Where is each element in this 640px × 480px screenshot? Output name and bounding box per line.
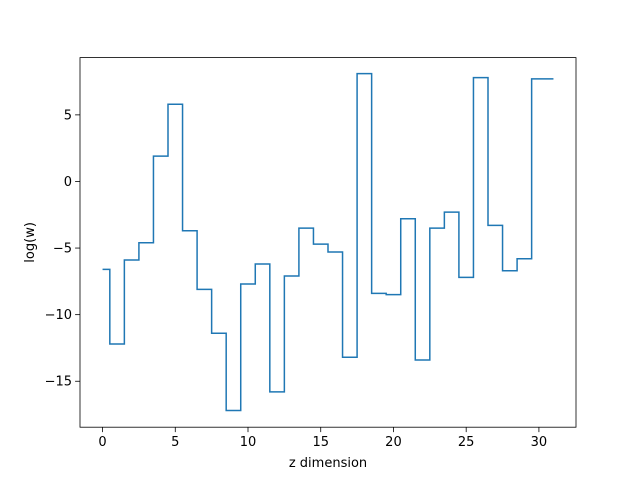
series-layer xyxy=(102,72,554,412)
x-axis-ticks: 0 5 10 15 20 25 30 xyxy=(98,427,547,450)
y-tick-label: −15 xyxy=(45,375,72,390)
x-tick-label: 20 xyxy=(385,435,402,450)
series-line xyxy=(102,72,554,412)
x-tick-label: 25 xyxy=(458,435,475,450)
y-axis-ticks: −15 −10 −5 0 5 xyxy=(45,108,80,390)
y-tick-label: 0 xyxy=(64,175,72,190)
x-tick-label: 30 xyxy=(531,435,548,450)
plot-frame xyxy=(79,57,577,428)
y-tick-label: −5 xyxy=(53,242,72,257)
plot-area xyxy=(80,57,576,428)
y-tick-label: −10 xyxy=(45,308,72,323)
x-tick-label: 15 xyxy=(312,435,329,450)
x-tick-label: 10 xyxy=(240,435,257,450)
x-tick-label: 0 xyxy=(98,435,106,450)
y-axis-label: log(w) xyxy=(23,222,38,263)
x-tick-label: 5 xyxy=(171,435,179,450)
y-tick-label: 5 xyxy=(64,108,72,123)
x-axis-label: z dimension xyxy=(289,456,367,471)
